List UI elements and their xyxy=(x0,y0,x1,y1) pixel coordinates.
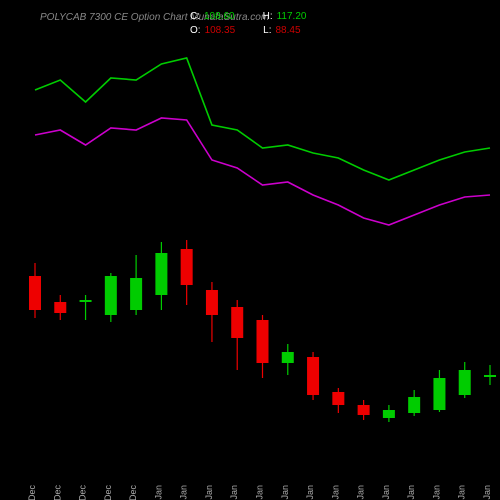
upper_line xyxy=(35,58,490,180)
candle-body xyxy=(459,370,471,395)
x-axis-label: 01 Jan xyxy=(153,485,163,500)
x-axis-label: 20 Jan xyxy=(482,485,492,500)
candle-body xyxy=(332,392,344,405)
candle-body xyxy=(408,397,420,413)
candle-body xyxy=(383,410,395,418)
candle-body xyxy=(282,352,294,363)
x-axis-label: 06 Jan xyxy=(229,485,239,500)
x-axis-label: 13 Jan xyxy=(356,485,366,500)
candle-body xyxy=(105,276,117,315)
candle-body xyxy=(257,320,269,363)
x-axis-label: 30 Dec xyxy=(103,485,113,500)
x-axis-label: 08 Jan xyxy=(280,485,290,500)
x-axis-label: 02 Jan xyxy=(179,485,189,500)
x-axis-label: 23 Dec xyxy=(27,485,37,500)
lower_line xyxy=(35,118,490,225)
x-axis-label: 10 Jan xyxy=(330,485,340,500)
x-axis-label: 27 Dec xyxy=(78,485,88,500)
x-axis-label: 09 Jan xyxy=(305,485,315,500)
candle-body xyxy=(155,253,167,295)
x-axis-label: 16 Jan xyxy=(431,485,441,500)
candle-body xyxy=(358,405,370,415)
x-axis-label: 24 Dec xyxy=(52,485,62,500)
candle-body xyxy=(484,375,496,377)
x-axis-label: 03 Jan xyxy=(204,485,214,500)
candle-body xyxy=(307,357,319,395)
x-axis-label: 17 Jan xyxy=(457,485,467,500)
x-axis-label: 31 Dec xyxy=(128,485,138,500)
x-axis-label: 07 Jan xyxy=(255,485,265,500)
candle-body xyxy=(231,307,243,338)
candle-body xyxy=(54,302,66,313)
candle-body xyxy=(433,378,445,410)
candle-body xyxy=(130,278,142,310)
x-axis-label: 14 Jan xyxy=(381,485,391,500)
candle-body xyxy=(80,300,92,302)
chart-svg: 23 Dec 24 Dec 27 Dec 30 Dec 31 Dec 01 Jan 02 J… xyxy=(0,0,500,500)
chart-container: POLYCAB 7300 CE Option Chart MunafaSutra… xyxy=(0,0,500,500)
candle-body xyxy=(181,249,193,285)
candle-body xyxy=(206,290,218,315)
candle-body xyxy=(29,276,41,310)
x-axis-label: 15 Jan xyxy=(406,485,416,500)
